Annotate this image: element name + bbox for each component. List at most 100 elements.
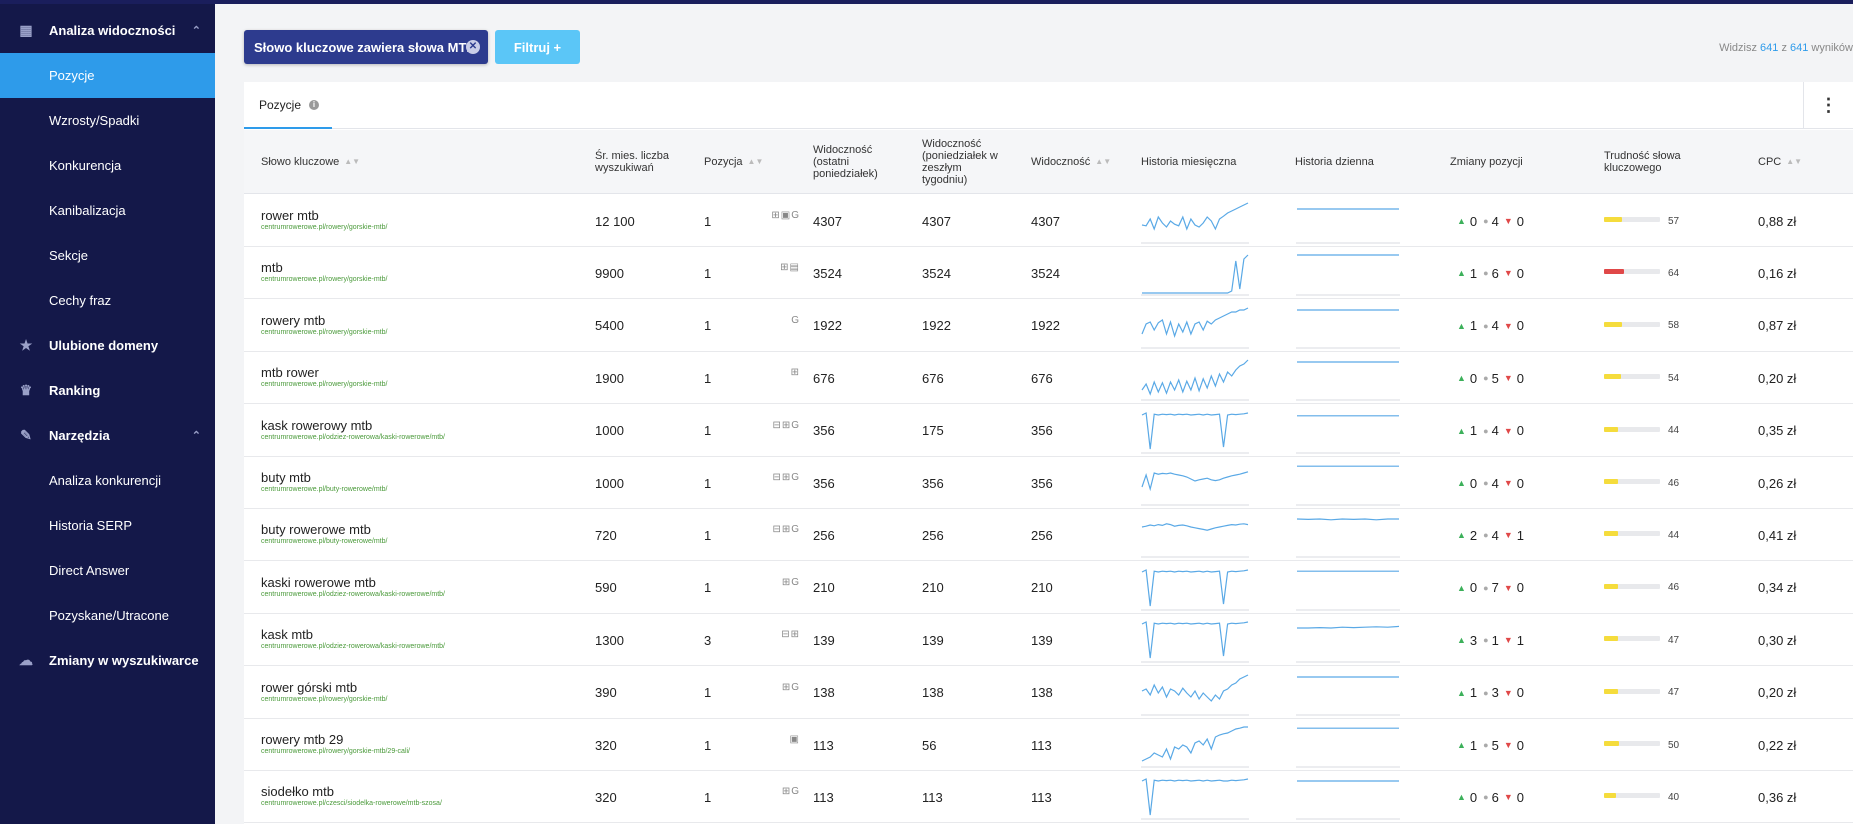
- sidebar-item-analiza-konkurencji[interactable]: Analiza konkurencji: [0, 458, 215, 503]
- keyword-link[interactable]: siodełko mtb: [261, 784, 334, 800]
- info-icon[interactable]: i: [309, 99, 320, 110]
- difficulty-bar: [1604, 374, 1660, 380]
- dot-icon: ●: [1483, 635, 1489, 646]
- monthly-history-sparkline: [1141, 307, 1249, 349]
- chevron-up-icon[interactable]: ⌃: [191, 430, 201, 442]
- keyword-url[interactable]: centrumrowerowe.pl/odziez-rowerowa/kaski…: [261, 433, 446, 441]
- tab-pozycje[interactable]: Pozycje i: [244, 82, 332, 129]
- cpc-value: 0,36 zł: [1758, 789, 1797, 805]
- table-row[interactable]: rowery mtb 29 centrumrowerowe.pl/rowery/g…: [244, 719, 1853, 771]
- sidebar-item-ranking[interactable]: ♛ Ranking: [0, 368, 215, 413]
- keyword-link[interactable]: rower górski mtb: [261, 679, 358, 695]
- filter-chip-label: Słowo kluczowe zawiera słowa MTB: [254, 39, 476, 55]
- position-value: 1: [704, 580, 712, 596]
- monthly-history-sparkline: [1141, 411, 1249, 454]
- column-visibility[interactable]: Widoczność ▲▼: [1031, 156, 1112, 168]
- difficulty-value: 64: [1668, 267, 1680, 279]
- sparkline-line: [1141, 523, 1249, 532]
- table-header: Słowo kluczowe ▲▼ Śr. mies. liczba wyszuk…: [244, 130, 1853, 194]
- table-row[interactable]: rower mtb centrumrowerowe.pl/rowery/gorsk…: [244, 195, 1853, 247]
- cpc-value: 0,35 zł: [1758, 423, 1797, 439]
- table-row[interactable]: kask rowerowy mtb centrumrowerowe.pl/odzi…: [244, 405, 1853, 457]
- keyword-link[interactable]: buty rowerowe mtb: [261, 522, 371, 538]
- keyword-link[interactable]: mtb: [261, 260, 283, 276]
- daily-history-sparkline: [1296, 254, 1400, 296]
- column-difficulty[interactable]: Trudność słowa kluczowego: [1604, 150, 1681, 174]
- table-row[interactable]: buty rowerowe mtb centrumrowerowe.pl/buty…: [244, 509, 1853, 562]
- keyword-link[interactable]: kask mtb: [261, 627, 314, 643]
- more-options-icon[interactable]: ⋮: [1803, 82, 1853, 129]
- sidebar-item-cechy-fraz[interactable]: Cechy fraz: [0, 278, 215, 323]
- keyword-url[interactable]: centrumrowerowe.pl/rowery/gorskie-mtb/: [261, 276, 388, 284]
- table-row[interactable]: rower górski mtb centrumrowerowe.pl/rower…: [244, 667, 1853, 719]
- sidebar-item-direct-answer[interactable]: Direct Answer: [0, 548, 215, 593]
- position-changes: ▲ 3 ● 1 ▼ 1: [1457, 632, 1524, 648]
- table-row[interactable]: siodełko mtb centrumrowerowe.pl/czesci/si…: [244, 771, 1853, 824]
- close-icon[interactable]: ✕: [466, 40, 480, 54]
- column-position[interactable]: Pozycja ▲▼: [704, 156, 764, 168]
- sidebar: ▦ Analiza widoczności ⌃ Pozycje Wzrosty/Spad…: [0, 4, 215, 824]
- table-row[interactable]: mtb centrumrowerowe.pl/rowery/gorskie-mtb…: [244, 247, 1853, 300]
- filter-button[interactable]: Filtruj +: [495, 30, 580, 64]
- daily-history-sparkline: [1296, 208, 1400, 244]
- keyword-url[interactable]: centrumrowerowe.pl/odziez-rowerowa/kaski…: [261, 643, 446, 651]
- sidebar-item-kanibalizacja[interactable]: Kanibalizacja: [0, 188, 215, 233]
- column-position-changes: Zmiany pozycji: [1450, 156, 1523, 168]
- keyword-link[interactable]: rowery mtb: [261, 312, 326, 328]
- monthly-history-sparkline: [1141, 359, 1249, 401]
- sparkline-line: [1141, 411, 1249, 449]
- visibility-value: 356: [1031, 423, 1053, 439]
- sidebar-item-label: Ulubione domeny: [49, 338, 159, 353]
- keyword-url[interactable]: centrumrowerowe.pl/odziez-rowerowa/kaski…: [261, 590, 446, 598]
- sidebar-item-pozycje[interactable]: Pozycje: [0, 53, 215, 98]
- table-row[interactable]: mtb rower centrumrowerowe.pl/rowery/gorsk…: [244, 352, 1853, 405]
- visibility-prev-value: 113: [922, 789, 943, 805]
- keyword-url[interactable]: centrumrowerowe.pl/rowery/gorskie-mtb/: [261, 224, 388, 231]
- keyword-url[interactable]: centrumrowerowe.pl/czesci/siodelka-rower…: [261, 800, 442, 808]
- filter-chip[interactable]: Słowo kluczowe zawiera słowa MTB ✕: [244, 30, 488, 64]
- keyword-url[interactable]: centrumrowerowe.pl/rowery/gorskie-mtb/29…: [261, 748, 410, 755]
- keyword-url[interactable]: centrumrowerowe.pl/rowery/gorskie-mtb/: [261, 328, 388, 336]
- sidebar-item-label: Cechy fraz: [49, 293, 112, 308]
- chevron-up-icon[interactable]: ⌃: [191, 25, 201, 37]
- table-row[interactable]: kask mtb centrumrowerowe.pl/odziez-rowero…: [244, 614, 1853, 667]
- arrow-up-icon: ▲: [1457, 373, 1466, 384]
- keyword-link[interactable]: mtb rower: [261, 365, 319, 381]
- dot-icon: ●: [1483, 740, 1489, 750]
- daily-history-sparkline: [1296, 465, 1400, 506]
- column-volume[interactable]: Śr. mies. liczba wyszukiwań: [595, 150, 669, 174]
- column-visibility-prev[interactable]: Widoczność (poniedziałek w zeszłym tygod…: [922, 138, 998, 186]
- keyword-link[interactable]: buty mtb: [261, 470, 311, 485]
- cpc-value: 0,16 zł: [1758, 265, 1797, 281]
- sidebar-item-pozyskane-utracone[interactable]: Pozyskane/Utracone: [0, 593, 215, 638]
- column-cpc[interactable]: CPC ▲▼: [1758, 156, 1803, 168]
- serp-features-icon: G: [791, 314, 800, 326]
- sidebar-item-konkurencja[interactable]: Konkurencja: [0, 143, 215, 188]
- sidebar-item-narzędzia[interactable]: ✎ Narzędzia ⌃: [0, 413, 215, 458]
- difficulty-bar: [1604, 793, 1660, 799]
- sidebar-item-wzrosty-spadki[interactable]: Wzrosty/Spadki: [0, 98, 215, 143]
- column-visibility-last[interactable]: Widoczność (ostatni poniedziałek): [813, 144, 878, 180]
- sidebar-item-zmiany-w-wyszukiwarce[interactable]: ☁ Zmiany w wyszukiwarce: [0, 638, 215, 683]
- table-row[interactable]: kaski rowerowe mtb centrumrowerowe.pl/odz…: [244, 562, 1853, 614]
- keyword-link[interactable]: kask rowerowy mtb: [261, 417, 373, 433]
- difficulty-value: 47: [1668, 634, 1680, 646]
- difficulty-value: 44: [1668, 529, 1680, 541]
- sidebar-item-ulubione-domeny[interactable]: ★ Ulubione domeny: [0, 323, 215, 368]
- arrow-up-icon: ▲: [1457, 320, 1466, 331]
- keyword-url[interactable]: centrumrowerowe.pl/rowery/gorskie-mtb/: [261, 381, 388, 389]
- sidebar-item-analiza-widoczności[interactable]: ▦ Analiza widoczności ⌃: [0, 8, 215, 53]
- keyword-url[interactable]: centrumrowerowe.pl/rowery/gorskie-mtb/: [261, 695, 388, 703]
- keyword-url[interactable]: centrumrowerowe.pl/buty-rowerowe/mtb/: [261, 538, 388, 546]
- keyword-url[interactable]: centrumrowerowe.pl/buty-rowerowe/mtb/: [261, 486, 388, 493]
- keyword-link[interactable]: rower mtb: [261, 208, 319, 223]
- sidebar-item-historia-serp[interactable]: Historia SERP: [0, 503, 215, 548]
- sidebar-item-sekcje[interactable]: Sekcje: [0, 233, 215, 278]
- table-row[interactable]: buty mtb centrumrowerowe.pl/buty-rowerowe…: [244, 457, 1853, 509]
- keyword-link[interactable]: kaski rowerowe mtb: [261, 574, 376, 590]
- column-keyword[interactable]: Słowo kluczowe ▲▼: [261, 156, 361, 168]
- table-row[interactable]: rowery mtb centrumrowerowe.pl/rowery/gors…: [244, 300, 1853, 352]
- volume-value: 390: [595, 685, 617, 701]
- keyword-link[interactable]: rowery mtb 29: [261, 732, 344, 747]
- difficulty-value: 50: [1668, 739, 1680, 751]
